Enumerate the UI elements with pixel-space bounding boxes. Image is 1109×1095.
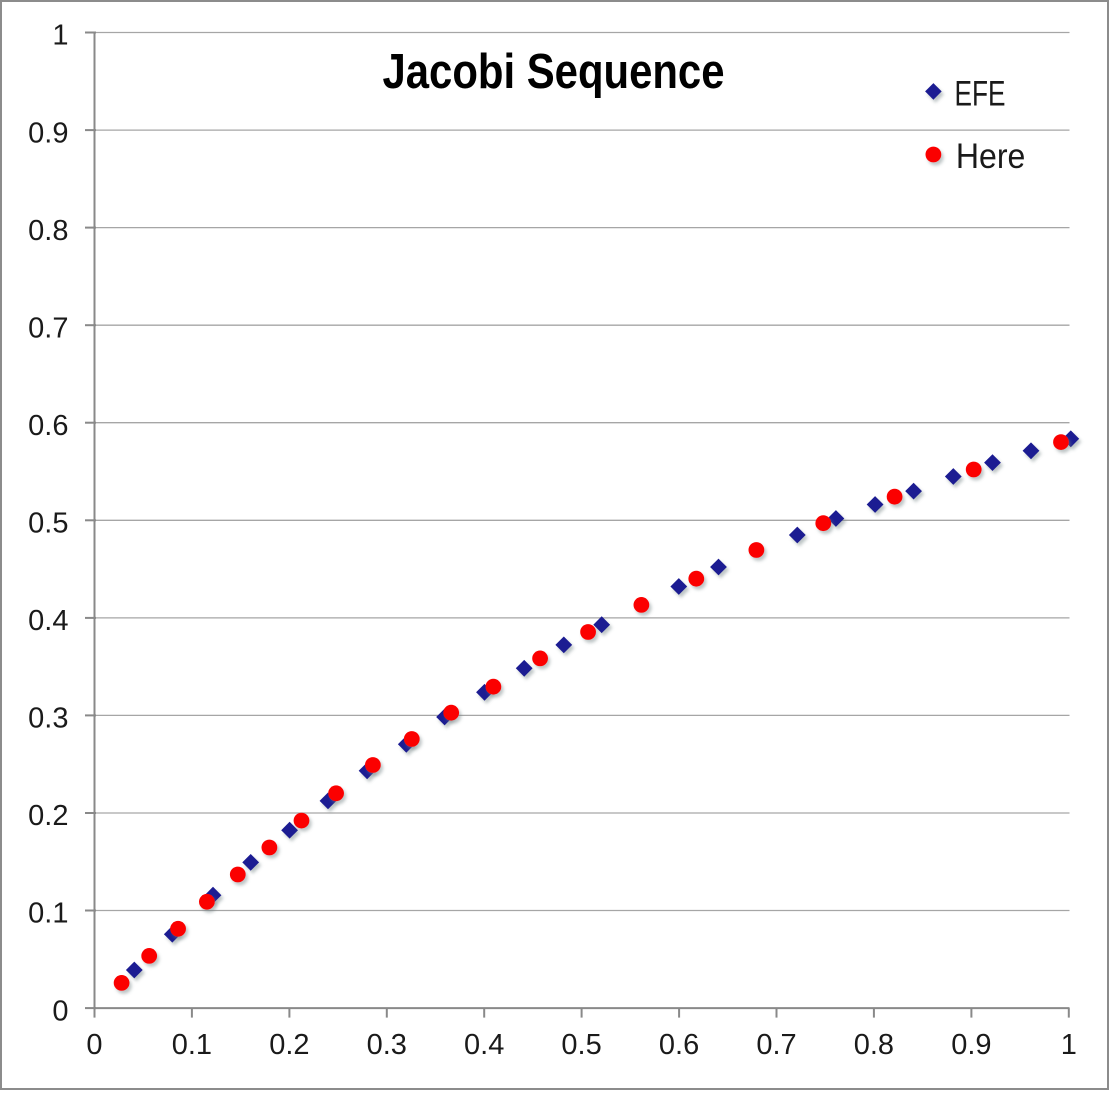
svg-text:0.5: 0.5 xyxy=(28,508,68,540)
svg-text:0.5: 0.5 xyxy=(561,1029,601,1061)
svg-text:0.1: 0.1 xyxy=(172,1029,212,1061)
svg-text:0.8: 0.8 xyxy=(854,1029,894,1061)
svg-text:0.4: 0.4 xyxy=(28,605,68,637)
svg-text:0.8: 0.8 xyxy=(28,215,68,247)
svg-text:0.2: 0.2 xyxy=(28,800,68,832)
svg-text:Jacobi Sequence: Jacobi Sequence xyxy=(383,45,725,99)
svg-text:0.3: 0.3 xyxy=(28,703,68,735)
svg-text:0.6: 0.6 xyxy=(28,410,68,442)
svg-text:0.3: 0.3 xyxy=(367,1029,407,1061)
svg-text:Here: Here xyxy=(956,137,1026,176)
svg-text:0: 0 xyxy=(52,995,68,1027)
svg-text:0.6: 0.6 xyxy=(659,1029,699,1061)
svg-text:0.7: 0.7 xyxy=(756,1029,796,1061)
svg-text:EFE: EFE xyxy=(955,74,1006,113)
svg-text:0: 0 xyxy=(86,1029,102,1061)
svg-text:0.9: 0.9 xyxy=(951,1029,991,1061)
svg-text:0.1: 0.1 xyxy=(28,898,68,930)
svg-text:0.2: 0.2 xyxy=(269,1029,309,1061)
svg-text:1: 1 xyxy=(1061,1029,1077,1061)
svg-text:0.9: 0.9 xyxy=(28,117,68,149)
svg-text:1: 1 xyxy=(52,20,68,52)
svg-text:0.7: 0.7 xyxy=(28,312,68,344)
svg-text:0.4: 0.4 xyxy=(464,1029,504,1061)
